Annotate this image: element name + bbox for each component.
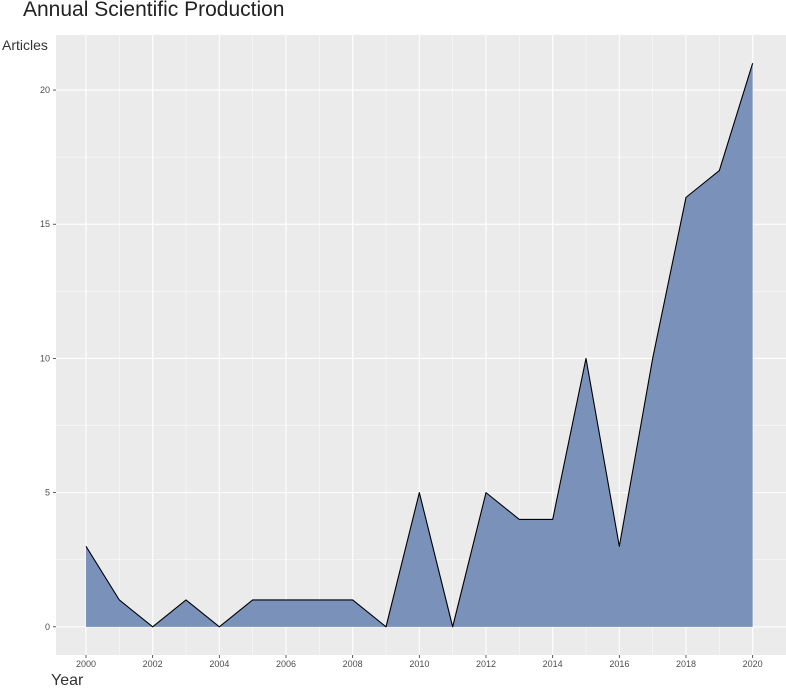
x-tick-label: 2000 xyxy=(76,659,96,669)
x-tick-label: 2008 xyxy=(343,659,363,669)
y-axis-title: Articles xyxy=(2,37,48,53)
x-tick-label: 2012 xyxy=(476,659,496,669)
y-tick-label: 0 xyxy=(45,622,50,632)
x-axis-tick-labels: 2000 2002 2004 2006 2008 2010 2012 2014 2016 2018… xyxy=(76,659,763,669)
y-axis-tick-labels: 0 5 10 15 20 xyxy=(40,85,50,632)
x-tick-label: 2016 xyxy=(609,659,629,669)
y-tick-label: 5 xyxy=(45,488,50,498)
y-tick-label: 15 xyxy=(40,219,50,229)
x-tick-label: 2014 xyxy=(543,659,563,669)
y-tick-label: 10 xyxy=(40,353,50,363)
area-fill xyxy=(86,63,753,627)
area-outline xyxy=(85,63,754,628)
x-tick-label: 2020 xyxy=(743,659,763,669)
x-tick-label: 2002 xyxy=(143,659,163,669)
area-series xyxy=(85,63,754,628)
x-axis-title: Year xyxy=(51,672,84,689)
x-tick-label: 2004 xyxy=(209,659,229,669)
x-tick-label: 2018 xyxy=(676,659,696,669)
x-tick-label: 2010 xyxy=(409,659,429,669)
y-tick-label: 20 xyxy=(40,85,50,95)
x-tick-label: 2006 xyxy=(276,659,296,669)
axis-ticks xyxy=(53,89,754,658)
chart-title: Annual Scientific Production xyxy=(23,0,285,21)
